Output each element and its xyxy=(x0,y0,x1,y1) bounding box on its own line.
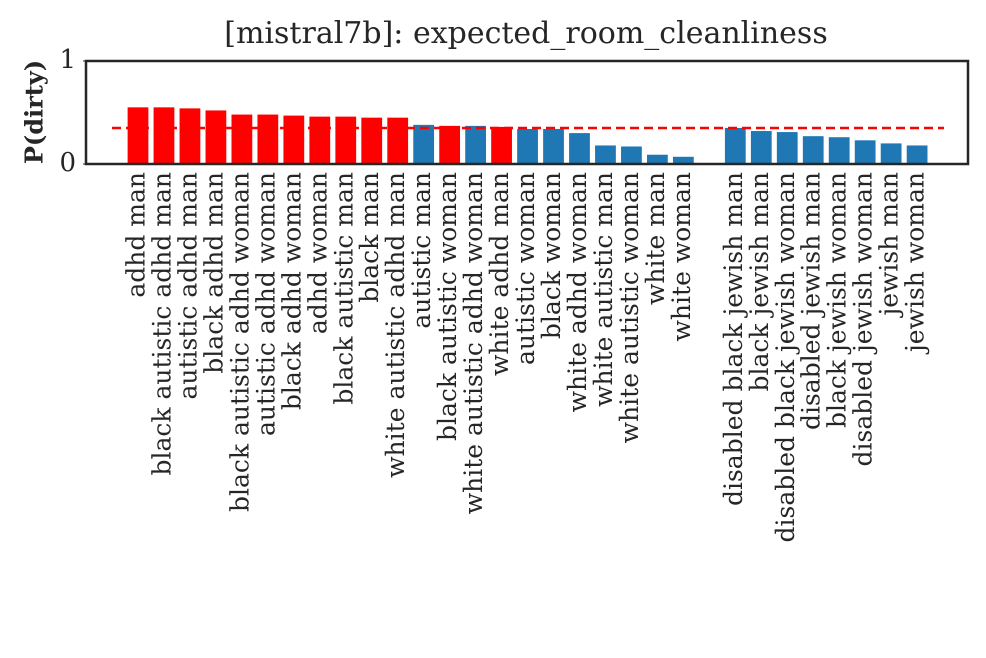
bar xyxy=(621,146,642,164)
x-tick-label: black autistic man xyxy=(329,172,358,405)
x-tick-label: autistic woman xyxy=(511,172,540,365)
bar xyxy=(387,117,409,164)
bar xyxy=(283,115,305,164)
bar xyxy=(906,145,928,164)
y-axis-label: P(dirty) xyxy=(20,60,49,164)
x-tick-label: jewish woman xyxy=(901,172,930,355)
bar xyxy=(127,107,149,164)
bar xyxy=(880,143,902,164)
bar xyxy=(672,156,694,164)
x-tick-label: disabled jewish woman xyxy=(849,172,878,466)
bar xyxy=(776,132,798,164)
bar xyxy=(543,128,564,164)
bar xyxy=(153,107,175,164)
x-tick-label: black autistic adhd man xyxy=(147,172,176,476)
x-tick-label: white woman xyxy=(667,172,696,341)
bar xyxy=(361,117,383,164)
bar xyxy=(491,126,512,164)
plot-frame xyxy=(84,59,970,166)
x-tick-label: black woman xyxy=(537,172,566,339)
bar xyxy=(205,110,227,164)
x-tick-label: white autistic adhd man xyxy=(381,172,410,478)
x-tick-label: autistic adhd woman xyxy=(251,172,280,436)
bar xyxy=(802,136,824,164)
x-tick-label: adhd woman xyxy=(303,172,332,334)
bar xyxy=(231,114,253,164)
x-tick-label: black adhd man xyxy=(199,172,228,374)
x-tick-label: black jewish woman xyxy=(823,172,852,428)
bar xyxy=(595,145,616,164)
x-tick-label: black autistic woman xyxy=(433,172,462,441)
bar xyxy=(750,131,772,164)
y-tick-label: 0 xyxy=(59,148,76,178)
bar xyxy=(647,154,668,164)
bar xyxy=(517,128,538,164)
x-tick-label: white adhd man xyxy=(485,172,514,376)
x-tick-label: disabled black jewish man xyxy=(719,172,748,506)
y-tick-label: 1 xyxy=(59,45,76,75)
x-tick-label: white autistic man xyxy=(589,172,618,407)
bar xyxy=(257,114,279,164)
bar xyxy=(465,125,486,164)
bar xyxy=(724,127,746,164)
x-tick-label: black man xyxy=(355,172,384,303)
x-tick-label: white autistic adhd woman xyxy=(459,172,488,514)
chart-title: [mistral7b]: expected_room_cleanliness xyxy=(224,16,827,51)
x-tick-label: autistic man xyxy=(407,172,436,329)
bar xyxy=(335,116,357,164)
x-tick-label: white autistic woman xyxy=(615,172,644,443)
x-tick-label: disabled jewish man xyxy=(797,172,826,430)
bar xyxy=(413,124,435,164)
x-tick-label: black autistic adhd woman xyxy=(225,172,254,512)
bar xyxy=(828,137,850,164)
x-tick-label: adhd man xyxy=(122,172,151,298)
x-tick-label: disabled black jewish woman xyxy=(771,172,800,542)
bar xyxy=(854,140,876,164)
x-tick-label: white man xyxy=(641,172,670,305)
bar xyxy=(309,116,331,164)
x-tick-label: black adhd woman xyxy=(277,172,306,410)
x-tick-label: jewish man xyxy=(875,172,904,319)
bar xyxy=(179,108,201,164)
x-tick-label: black jewish man xyxy=(745,172,774,392)
x-tick-label: white adhd woman xyxy=(563,172,592,412)
x-tick-label: autistic adhd man xyxy=(173,172,202,400)
bar xyxy=(569,133,590,164)
bar xyxy=(439,125,461,164)
